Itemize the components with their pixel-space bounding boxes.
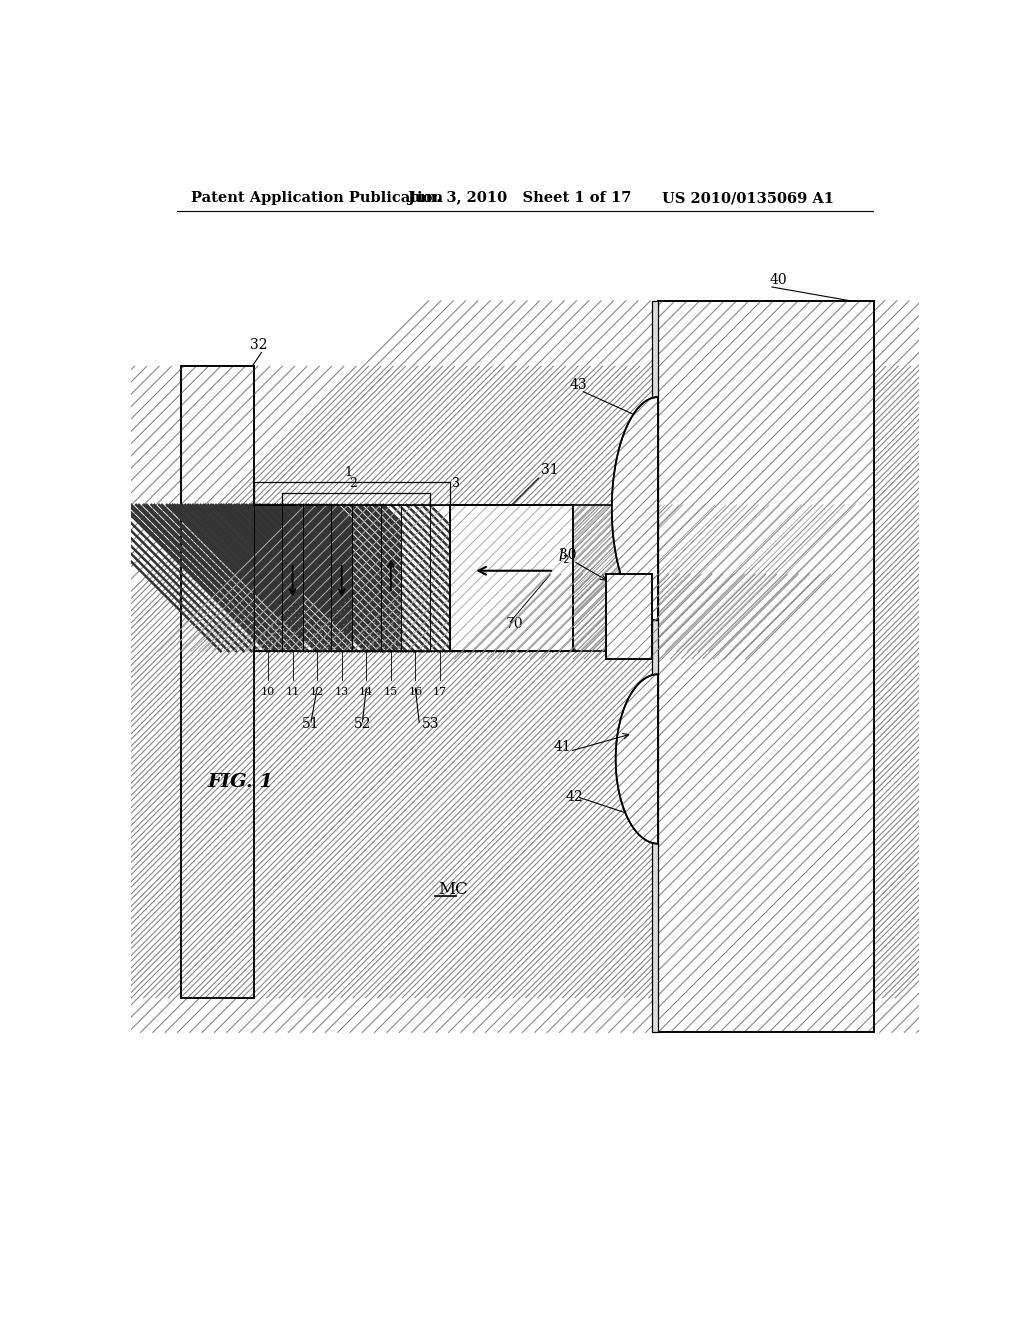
- Polygon shape: [611, 397, 658, 620]
- Bar: [652, 301, 658, 1032]
- Text: 15: 15: [384, 688, 398, 697]
- Text: 51: 51: [302, 717, 319, 731]
- Text: 32: 32: [250, 338, 267, 352]
- Text: 30: 30: [559, 548, 577, 562]
- Bar: [451, 506, 573, 651]
- Bar: [303, 506, 332, 651]
- Bar: [430, 506, 451, 651]
- Bar: [332, 506, 352, 651]
- Text: 31: 31: [541, 463, 559, 477]
- Bar: [658, 301, 873, 1032]
- Text: 70: 70: [506, 618, 523, 631]
- Bar: [658, 301, 873, 1032]
- Text: Jun. 3, 2010   Sheet 1 of 17: Jun. 3, 2010 Sheet 1 of 17: [408, 191, 631, 206]
- Bar: [381, 506, 401, 651]
- Bar: [401, 506, 430, 651]
- Bar: [303, 506, 332, 651]
- Bar: [401, 506, 430, 651]
- Text: 1: 1: [345, 466, 353, 479]
- Bar: [254, 506, 283, 651]
- Bar: [352, 506, 381, 651]
- Bar: [332, 506, 352, 651]
- Bar: [352, 506, 381, 651]
- Text: 2: 2: [349, 478, 357, 490]
- Bar: [605, 574, 652, 659]
- Text: 12: 12: [310, 688, 325, 697]
- Bar: [254, 506, 283, 651]
- Text: 14: 14: [359, 688, 374, 697]
- Text: 43: 43: [569, 379, 587, 392]
- Text: 13: 13: [335, 688, 349, 697]
- Text: 16: 16: [409, 688, 423, 697]
- Text: 52: 52: [354, 717, 372, 731]
- Text: $I_2$: $I_2$: [558, 548, 570, 566]
- Bar: [180, 367, 254, 998]
- Text: 11: 11: [286, 688, 300, 697]
- Text: 17: 17: [433, 688, 446, 697]
- Bar: [451, 506, 573, 651]
- Text: Patent Application Publication: Patent Application Publication: [190, 191, 442, 206]
- Bar: [283, 506, 303, 651]
- Text: 40: 40: [770, 273, 787, 286]
- Bar: [430, 506, 451, 651]
- Text: 53: 53: [422, 717, 439, 731]
- Text: 10: 10: [261, 688, 275, 697]
- Text: 42: 42: [565, 791, 584, 804]
- Bar: [180, 367, 254, 998]
- Text: FIG. 1: FIG. 1: [208, 774, 273, 791]
- Text: 41: 41: [554, 741, 571, 754]
- Bar: [283, 506, 303, 651]
- Text: MC: MC: [438, 882, 468, 899]
- Polygon shape: [615, 675, 658, 843]
- Bar: [381, 506, 401, 651]
- Text: 3: 3: [453, 478, 461, 490]
- Text: US 2010/0135069 A1: US 2010/0135069 A1: [662, 191, 834, 206]
- Bar: [605, 574, 652, 659]
